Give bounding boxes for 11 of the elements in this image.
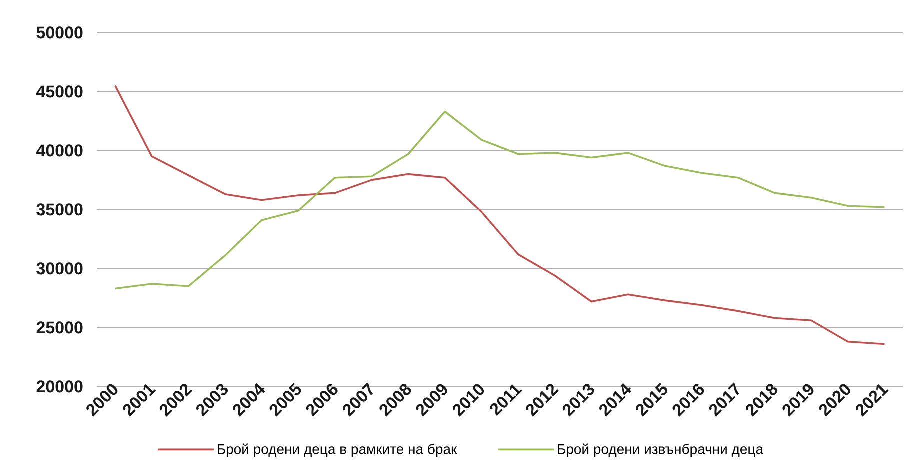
y-tick-label: 50000	[36, 26, 83, 39]
legend-label: Брой родени деца в рамките на брак	[218, 444, 458, 458]
line-series	[114, 110, 886, 290]
y-tick-label: 30000	[36, 262, 83, 275]
y-tick-label: 20000	[36, 380, 83, 393]
line-series	[114, 84, 886, 346]
legend-label: Брой родени извънбрачни деца	[558, 444, 764, 458]
y-tick-label: 35000	[36, 204, 83, 216]
y-tick-label: 45000	[36, 86, 83, 98]
y-tick-label: 40000	[36, 144, 83, 157]
y-tick-label: 25000	[36, 322, 83, 334]
